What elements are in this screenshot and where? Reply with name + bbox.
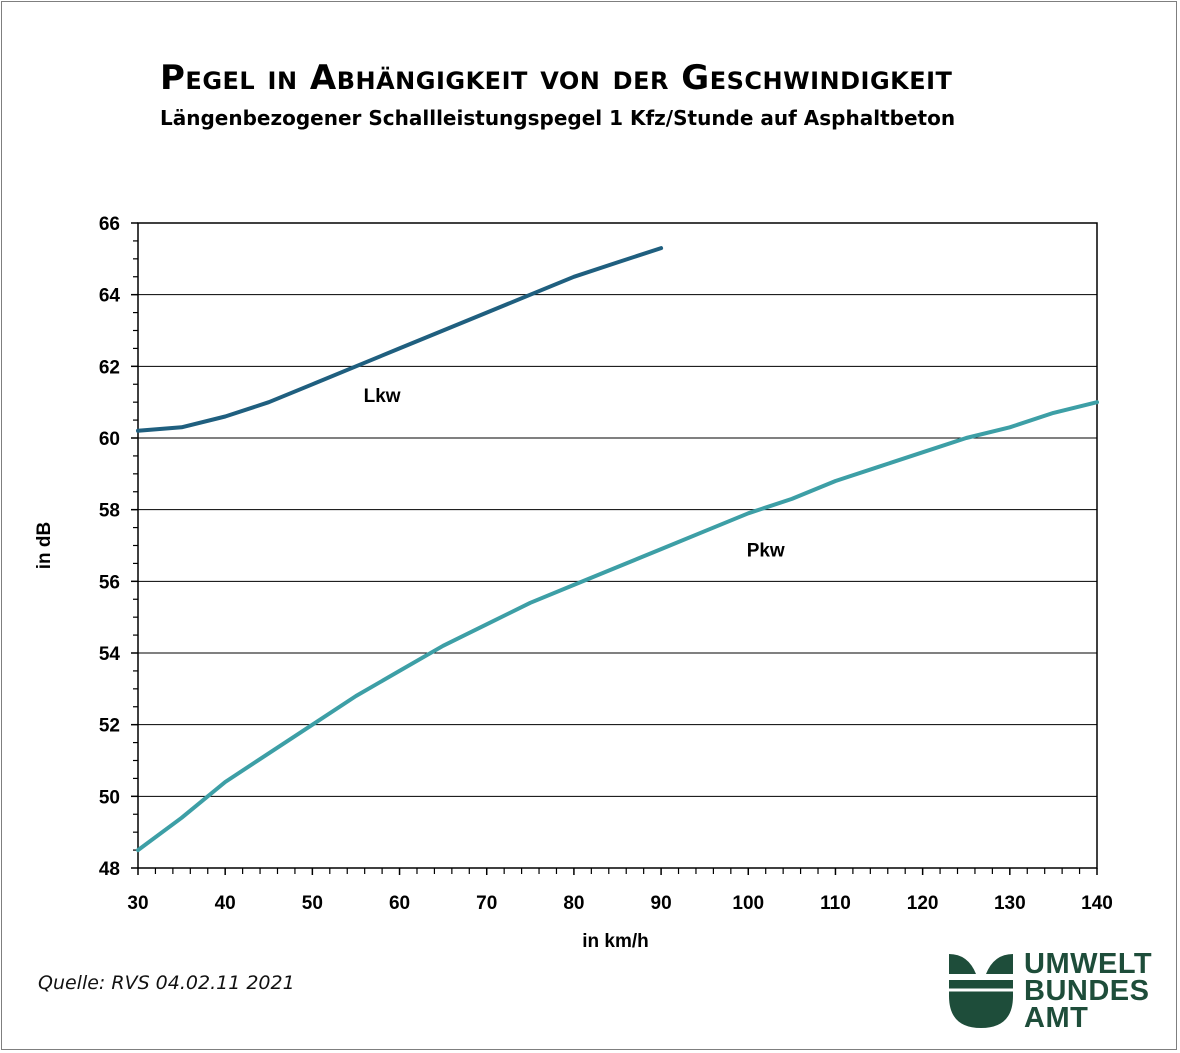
- series-label-lkw: Lkw: [364, 386, 401, 407]
- x-tick-label-130: 130: [994, 893, 1026, 914]
- x-tick-label-80: 80: [563, 893, 584, 914]
- logo-wordmark: UMWELT BUNDES AMT: [1024, 948, 1153, 1034]
- y-tick-label-52: 52: [99, 716, 120, 737]
- y-tick-label-64: 64: [99, 286, 121, 307]
- x-tick-label-100: 100: [732, 893, 764, 914]
- x-tick-label-60: 60: [389, 893, 410, 914]
- x-axis-label: in km/h: [582, 931, 649, 952]
- x-tick-label-50: 50: [302, 893, 323, 914]
- y-tick-label-56: 56: [99, 572, 120, 593]
- y-tick-label-58: 58: [99, 501, 120, 522]
- logo-mark-icon: [949, 954, 1013, 1028]
- x-tick-label-30: 30: [127, 893, 148, 914]
- umweltbundesamt-logo: UMWELT BUNDES AMT: [946, 950, 1160, 1034]
- x-tick-label-70: 70: [476, 893, 497, 914]
- plot-area: [137, 222, 1098, 869]
- chart-subtitle: Längenbezogener Schallleistungspegel 1 K…: [160, 106, 956, 130]
- series-label-pkw: Pkw: [747, 540, 785, 561]
- chart-title: Pegel in Abhängigkeit von der Geschwindi…: [160, 58, 953, 98]
- logo-line-2: BUNDES: [1024, 975, 1150, 1007]
- y-tick-label-54: 54: [99, 644, 121, 665]
- y-tick-label-48: 48: [99, 859, 120, 880]
- x-tick-label-120: 120: [907, 893, 939, 914]
- series-line-lkw: [136, 246, 664, 433]
- logo-line-3: AMT: [1024, 1002, 1089, 1034]
- y-tick-label-50: 50: [99, 787, 120, 808]
- y-tick-label-66: 66: [99, 214, 120, 235]
- logo-line-1: UMWELT: [1024, 948, 1153, 980]
- y-tick-label-62: 62: [99, 357, 120, 378]
- y-axis-label: in dB: [34, 522, 55, 570]
- source-note: Quelle: RVS 04.02.11 2021: [38, 972, 295, 994]
- x-tick-label-110: 110: [820, 893, 851, 914]
- y-tick-label-60: 60: [99, 429, 120, 450]
- series-line-pkw: [136, 400, 1099, 853]
- x-tick-label-140: 140: [1081, 893, 1113, 914]
- x-tick-label-40: 40: [215, 893, 236, 914]
- x-tick-label-90: 90: [651, 893, 672, 914]
